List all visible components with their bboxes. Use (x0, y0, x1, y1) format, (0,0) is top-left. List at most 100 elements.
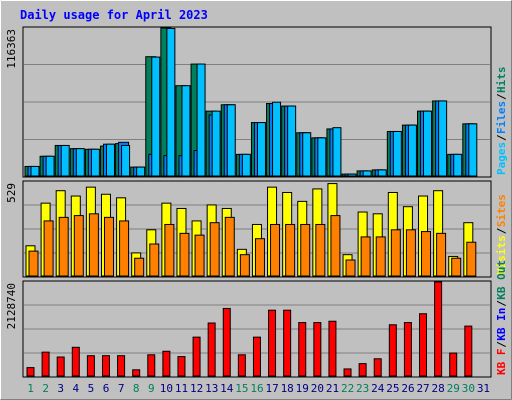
bar-pages-23 (362, 170, 372, 177)
bar-kbf-16 (252, 336, 261, 377)
day-label-15: 15 (235, 382, 248, 395)
bar-pages-20 (317, 137, 327, 177)
panel-middle-max-label: 529 (5, 183, 18, 203)
panel-middle-legend-separator: / (495, 227, 508, 234)
day-label-14: 14 (220, 382, 234, 395)
day-label-9: 9 (148, 382, 155, 395)
bar-sites-24 (375, 236, 386, 277)
panel-bottom-legend-separator: / (495, 341, 508, 348)
day-label-25: 25 (386, 382, 399, 395)
bar-sites-1 (28, 250, 39, 277)
bar-kbf-12 (192, 336, 201, 377)
bar-sites-16 (254, 238, 265, 277)
bar-kbf-17 (268, 309, 277, 377)
bar-kbf-6 (101, 355, 110, 377)
bar-kbf-5 (86, 355, 95, 377)
day-label-28: 28 (432, 382, 445, 395)
bar-pages-4 (75, 148, 85, 177)
day-label-23: 23 (356, 382, 369, 395)
bar-sites-18 (285, 223, 296, 277)
panel-top-legend-files: Files (495, 101, 508, 134)
bar-pages-26 (407, 124, 417, 177)
bar-sites-25 (390, 229, 401, 277)
bar-sites-30 (466, 241, 477, 277)
bar-kbf-8 (132, 369, 141, 377)
day-label-10: 10 (160, 382, 173, 395)
day-label-22: 22 (341, 382, 354, 395)
day-label-31: 31 (477, 382, 490, 395)
bar-pages-7 (121, 144, 131, 177)
bar-kbf-14 (222, 307, 231, 377)
bar-pages-15 (241, 153, 251, 177)
bar-pages-6 (105, 143, 115, 177)
bar-sites-29 (451, 257, 462, 277)
bar-pages-22 (347, 173, 357, 177)
day-label-18: 18 (281, 382, 294, 395)
day-label-3: 3 (57, 382, 64, 395)
day-label-11: 11 (175, 382, 188, 395)
bar-kbf-4 (71, 346, 80, 377)
bar-kbf-28 (434, 281, 443, 377)
day-label-12: 12 (190, 382, 203, 395)
bar-kbf-3 (56, 356, 65, 377)
bar-pages-19 (302, 132, 312, 177)
bar-pages-10 (166, 27, 176, 177)
bar-pages-5 (90, 148, 100, 177)
bar-pages-30 (468, 123, 478, 177)
bar-sites-3 (58, 216, 69, 277)
day-label-26: 26 (401, 382, 414, 395)
bar-kbf-11 (177, 356, 186, 377)
bar-pages-27 (423, 110, 433, 177)
bar-sites-4 (73, 215, 84, 277)
panel-top-max-label: 116363 (5, 29, 18, 69)
bar-sites-13 (209, 222, 220, 277)
day-label-19: 19 (296, 382, 309, 395)
bar-kbf-13 (207, 322, 216, 377)
bar-kbf-22 (343, 368, 352, 377)
bar-sites-26 (405, 229, 416, 277)
bar-pages-8 (136, 166, 146, 177)
bar-kbf-10 (162, 350, 171, 377)
bar-sites-2 (43, 220, 54, 277)
bar-sites-6 (103, 216, 114, 277)
bar-pages-25 (392, 130, 402, 177)
bar-pages-2 (45, 155, 55, 177)
bar-kbf-30 (464, 325, 473, 377)
bar-sites-11 (179, 232, 190, 277)
bar-sites-22 (345, 259, 356, 277)
bar-pages-14 (226, 104, 236, 177)
bar-kbf-23 (358, 363, 367, 377)
bar-pages-13 (211, 110, 221, 177)
bar-sites-5 (88, 213, 99, 277)
bar-kbf-20 (313, 322, 322, 377)
day-label-2: 2 (42, 382, 49, 395)
bar-pages-11 (181, 85, 191, 177)
bar-kbf-18 (283, 309, 292, 377)
bar-sites-10 (164, 223, 175, 277)
day-label-5: 5 (88, 382, 95, 395)
panel-top-legend-pages: Pages (495, 142, 508, 175)
chart-title: Daily usage for April 2023 (20, 8, 208, 22)
day-label-7: 7 (118, 382, 125, 395)
bar-pages-9 (151, 56, 161, 177)
bar-sites-23 (360, 236, 371, 277)
day-label-4: 4 (73, 382, 80, 395)
day-label-27: 27 (416, 382, 429, 395)
day-label-13: 13 (205, 382, 218, 395)
bar-pages-28 (438, 100, 448, 177)
panel-middle-legend-sites: Sites (495, 194, 508, 227)
bar-sites-21 (330, 215, 341, 277)
bar-kbf-29 (449, 352, 458, 377)
bar-pages-17 (272, 101, 282, 177)
panel-top-legend-hits: Hits (495, 67, 508, 94)
bar-kbf-26 (403, 322, 412, 377)
panel-bottom-legend-kb-f: KB F (495, 349, 508, 376)
bar-sites-14 (224, 216, 235, 277)
day-label-17: 17 (265, 382, 278, 395)
bar-sites-15 (239, 254, 250, 277)
bar-sites-8 (134, 257, 145, 277)
day-label-21: 21 (326, 382, 339, 395)
bar-pages-3 (60, 144, 70, 177)
day-label-8: 8 (133, 382, 140, 395)
